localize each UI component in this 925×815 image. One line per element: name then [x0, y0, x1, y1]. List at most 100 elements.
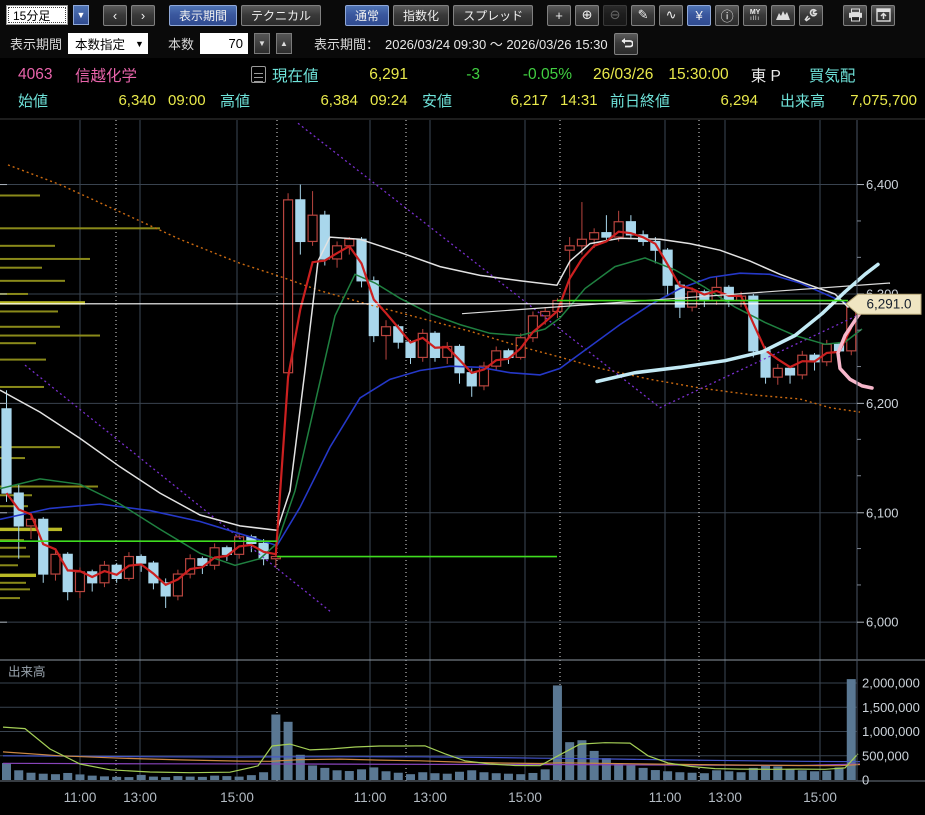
trendline-white	[461, 282, 891, 315]
volume-profile-bar	[0, 292, 28, 295]
volume-bar	[308, 765, 318, 780]
area-chart-button[interactable]	[771, 4, 796, 26]
my-chart-icon: MY	[749, 8, 761, 16]
draw-button[interactable]: ✎	[631, 4, 656, 26]
volume-bar	[418, 772, 428, 780]
volume-bar	[99, 776, 109, 780]
time-axis-label: 15:00	[803, 790, 837, 805]
technical-button[interactable]: テクニカル	[241, 4, 322, 26]
count-input[interactable]: 70	[199, 33, 248, 54]
volume-bar	[577, 740, 587, 780]
candle-body	[417, 332, 428, 359]
volume-profile-bar	[0, 257, 90, 260]
count-spin-down[interactable]: ▼	[253, 33, 270, 54]
prev-button[interactable]: ‹	[103, 4, 127, 26]
export-button[interactable]	[871, 4, 896, 26]
info-icon: ⓘ	[720, 8, 734, 24]
candle-body	[760, 350, 771, 378]
chart-area[interactable]: 6,4006,3006,2006,1006,0002,000,0001,500,…	[0, 116, 925, 815]
reset-period-button[interactable]	[613, 32, 638, 55]
candle-body	[405, 341, 416, 359]
candle-body	[1, 408, 12, 494]
display-period-button[interactable]: 表示期間	[169, 4, 238, 26]
candle-body	[478, 365, 490, 387]
ma-purple-v	[297, 122, 881, 409]
time-axis-label: 13:00	[123, 790, 157, 805]
volume-profile-bar	[0, 194, 40, 197]
main-toolbar: 15分足 ▼ ‹ › 表示期間 テクニカル 通常 指数化 スプレッド + ⊕ ⊖…	[0, 0, 925, 29]
spread-mode-button[interactable]: スプレッド	[453, 4, 534, 26]
yen-scale-button[interactable]: ¥	[687, 4, 712, 26]
mountain-icon	[776, 11, 791, 20]
count-spin-up[interactable]: ▲	[275, 33, 292, 54]
candle-body	[797, 354, 808, 376]
period-range-label: 表示期間：	[313, 37, 379, 52]
volume-pane-label: 出来高	[8, 664, 46, 679]
interval-select-arrow[interactable]: ▼	[73, 5, 89, 25]
plus-icon: +	[555, 7, 563, 23]
volume-profile-bar	[0, 310, 58, 313]
volume-bar	[406, 774, 416, 780]
quote-date: 26/03/26	[593, 65, 654, 83]
volume-profile-bar	[0, 597, 20, 600]
count-mode-select[interactable]: 本数指定 ▼	[68, 33, 148, 54]
volume-bar	[761, 765, 771, 780]
volume-bar	[2, 763, 11, 780]
volume-bar	[259, 772, 269, 780]
my-chart-button[interactable]: MY ıllı	[743, 4, 768, 26]
price-axis-label: 6,100	[866, 505, 899, 520]
candle-body	[344, 238, 355, 247]
candle-body	[197, 558, 208, 566]
volume-bar	[442, 773, 452, 780]
ma-red-fast	[5, 230, 853, 587]
volume-profile-bar	[0, 564, 18, 567]
quote-time: 15:30:00	[668, 65, 729, 83]
volume-bar	[614, 763, 624, 780]
volume-axis-label: 1,500,000	[862, 700, 920, 715]
candle-body	[99, 564, 110, 584]
vol-ma-orange	[2, 751, 861, 767]
volume-bar	[381, 771, 391, 780]
settings-button[interactable]	[799, 4, 824, 26]
volume-bar	[626, 765, 636, 780]
candle-body	[172, 573, 183, 597]
prev-close-value: 6,294	[720, 92, 758, 109]
info-button[interactable]: ⓘ	[715, 4, 740, 26]
time-axis-label: 11:00	[64, 790, 97, 805]
document-icon[interactable]	[251, 66, 266, 83]
annotation-pink	[836, 294, 876, 390]
print-button[interactable]	[843, 4, 868, 26]
trend-cursor-button[interactable]: ∿	[659, 4, 684, 26]
volume-profile-bar	[0, 301, 85, 305]
high-time: 09:24	[370, 92, 408, 109]
volume-bar	[246, 775, 256, 780]
volume-profile-bar	[0, 573, 36, 578]
volume-bar	[173, 776, 183, 780]
add-button[interactable]: +	[547, 4, 572, 26]
normal-mode-button[interactable]: 通常	[345, 4, 390, 26]
volume-profile-bar	[0, 485, 98, 488]
open-label: 始値	[18, 93, 49, 110]
indexed-mode-button[interactable]: 指数化	[393, 4, 450, 26]
volume-bar	[785, 769, 795, 780]
candle-body	[123, 555, 135, 580]
printer-icon	[848, 8, 862, 22]
change-value: -3	[466, 65, 480, 83]
zoom-out-icon: ⊖	[609, 7, 621, 22]
stock-code: 4063	[18, 65, 53, 83]
volume-bar	[63, 772, 73, 780]
chevron-down-icon: ▼	[135, 38, 144, 49]
high-label: 高値	[220, 93, 251, 110]
candle-body	[772, 367, 783, 378]
quote-row-2: 始値 6,340 09:00 高値 6,384 09:24 安値 6,217 1…	[0, 89, 925, 116]
next-button[interactable]: ›	[131, 4, 155, 26]
zoom-in-button[interactable]: ⊕	[575, 4, 600, 26]
price-volume-chart[interactable]: 6,4006,3006,2006,1006,0002,000,0001,500,…	[0, 116, 925, 815]
count-mode-value: 本数指定	[75, 38, 126, 52]
interval-select[interactable]: 15分足	[6, 5, 68, 25]
pencil-icon: ✎	[637, 7, 649, 22]
current-price-tag	[845, 293, 922, 315]
volume-profile-bar	[0, 227, 160, 230]
zoom-out-button[interactable]: ⊖	[603, 4, 628, 26]
volume-bar	[454, 771, 464, 780]
